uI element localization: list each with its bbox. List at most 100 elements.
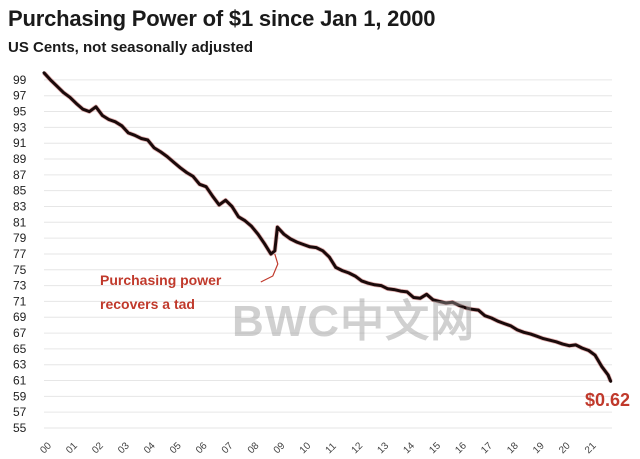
data-point xyxy=(204,185,208,188)
x-tick-label: 08 xyxy=(246,440,262,456)
data-point xyxy=(120,124,124,127)
data-point xyxy=(81,107,85,111)
data-point xyxy=(483,314,487,317)
data-point xyxy=(425,293,428,296)
chart-title: Purchasing Power of $1 since Jan 1, 2000 xyxy=(8,6,436,31)
data-point xyxy=(360,279,363,283)
x-tick-label: 06 xyxy=(194,440,210,456)
data-point xyxy=(535,335,538,338)
series-group xyxy=(42,71,613,383)
y-tick-label: 83 xyxy=(13,199,27,213)
data-point xyxy=(341,269,344,272)
data-point xyxy=(224,198,227,202)
data-point xyxy=(580,346,584,350)
x-tick-label: 09 xyxy=(272,440,288,456)
data-point xyxy=(263,242,266,245)
data-point xyxy=(153,146,156,150)
data-point xyxy=(367,282,370,285)
data-point xyxy=(198,183,201,186)
x-tick-label: 14 xyxy=(401,440,417,456)
data-point xyxy=(516,328,519,332)
y-tick-label: 99 xyxy=(13,73,27,87)
data-point xyxy=(600,365,603,368)
data-point xyxy=(503,322,506,325)
data-point xyxy=(386,287,389,290)
data-point xyxy=(574,343,577,347)
annotation-callout-line xyxy=(260,253,279,283)
x-tick-label: 01 xyxy=(64,440,80,456)
data-point xyxy=(444,301,448,305)
x-tick-label: 05 xyxy=(168,440,184,456)
y-tick-label: 75 xyxy=(13,263,27,277)
data-point xyxy=(522,331,526,334)
data-point xyxy=(347,271,350,275)
data-point xyxy=(75,102,78,105)
y-tick-label: 71 xyxy=(13,294,27,308)
data-point xyxy=(185,171,188,174)
x-tick-label: 13 xyxy=(376,440,392,456)
data-point xyxy=(438,300,441,303)
data-point xyxy=(609,380,612,383)
data-point xyxy=(250,225,253,228)
data-point xyxy=(509,324,513,328)
y-tick-label: 59 xyxy=(13,389,27,403)
data-point xyxy=(321,249,325,252)
x-tick-label: 10 xyxy=(298,440,314,456)
y-tick-label: 57 xyxy=(13,405,27,419)
data-point xyxy=(464,306,467,309)
x-tick-label: 11 xyxy=(324,441,339,456)
end-value-label: $0.62 xyxy=(585,390,631,410)
data-point xyxy=(418,297,422,300)
y-tick-label: 79 xyxy=(13,231,27,245)
data-point xyxy=(587,349,590,352)
data-point xyxy=(606,373,610,377)
data-point xyxy=(237,215,240,218)
x-tick-label: 07 xyxy=(220,440,236,456)
data-point xyxy=(62,91,65,94)
data-point xyxy=(568,344,571,347)
x-tick-label: 16 xyxy=(453,440,469,456)
data-point xyxy=(256,232,260,236)
data-point xyxy=(49,78,52,82)
y-tick-label: 97 xyxy=(13,89,27,103)
data-point xyxy=(308,245,312,249)
y-tick-label: 95 xyxy=(13,105,27,119)
y-tick-label: 63 xyxy=(13,358,27,372)
data-point xyxy=(94,105,98,109)
chart-subtitle: US Cents, not seasonally adjusted xyxy=(8,39,254,56)
x-axis-ticks: 00 01 02 03 04 05 06 07 08 09 10 11 12 13 14 15 16 17 18 19… xyxy=(38,440,599,456)
data-point xyxy=(412,296,415,299)
data-point xyxy=(107,118,111,121)
data-point xyxy=(529,332,532,336)
x-tick-label: 12 xyxy=(350,440,366,456)
data-point xyxy=(159,150,162,154)
grid-lines xyxy=(44,79,612,429)
y-tick-label: 89 xyxy=(13,152,27,166)
data-point xyxy=(88,110,91,113)
y-tick-label: 65 xyxy=(13,342,27,356)
data-point xyxy=(55,85,59,88)
x-tick-label: 03 xyxy=(116,440,132,456)
data-point xyxy=(165,155,169,158)
data-point xyxy=(140,137,143,140)
data-point xyxy=(392,288,396,291)
data-point xyxy=(399,289,402,293)
watermark-text: BWC中文网 xyxy=(232,297,476,346)
data-point xyxy=(217,203,221,207)
data-point xyxy=(230,205,234,208)
data-point xyxy=(146,138,149,142)
data-point xyxy=(561,342,564,346)
data-point xyxy=(269,252,273,256)
data-point xyxy=(42,71,46,74)
data-point xyxy=(133,134,136,137)
data-point xyxy=(405,290,409,294)
data-point xyxy=(114,120,117,124)
x-tick-label: 18 xyxy=(505,440,521,456)
data-point xyxy=(211,195,214,198)
data-point xyxy=(555,340,558,343)
data-point xyxy=(451,301,454,304)
data-point xyxy=(243,219,247,222)
data-point xyxy=(542,337,545,340)
